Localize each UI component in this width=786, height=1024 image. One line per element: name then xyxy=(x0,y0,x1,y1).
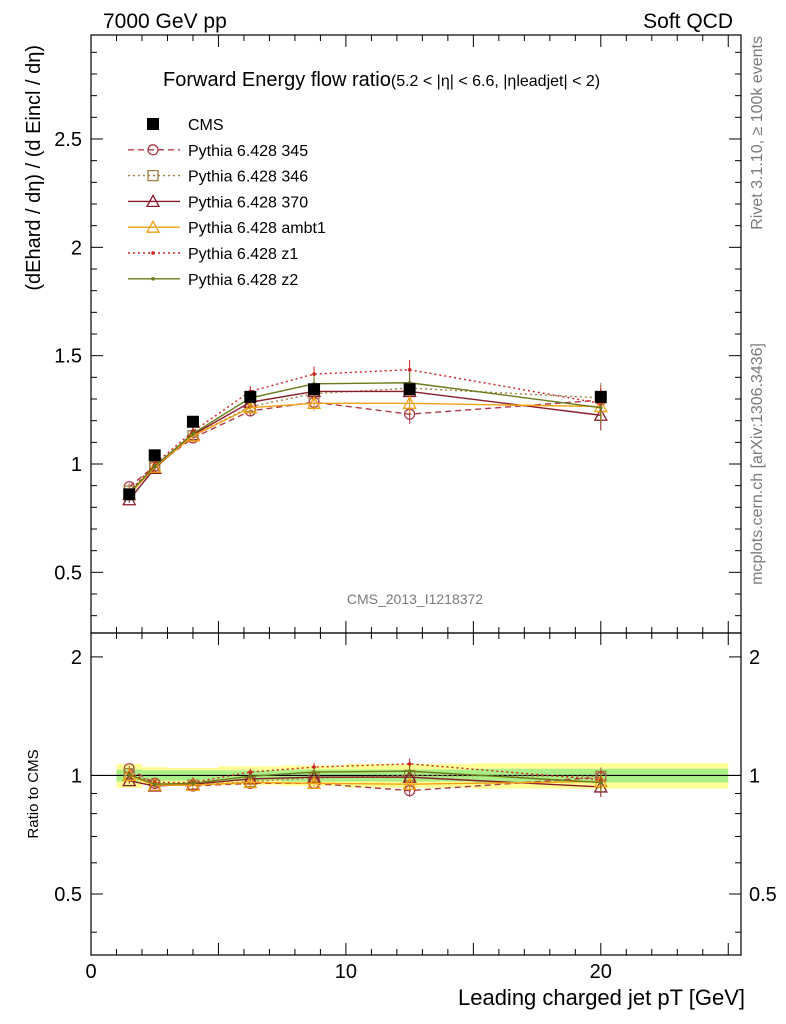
data-point xyxy=(599,405,603,410)
y-axis-label: (dEhard / dη) / (d Eincl / dη) xyxy=(23,45,45,291)
legend-label: CMS xyxy=(188,117,224,134)
ratio-panel-frame xyxy=(90,632,742,956)
ratio-point xyxy=(599,780,603,785)
legend-entry: Pythia 6.428 ambt1 xyxy=(128,219,326,237)
legend-label: Pythia 6.428 370 xyxy=(188,194,308,211)
legend-marker xyxy=(151,251,155,255)
ratio-point xyxy=(243,775,258,789)
chart-title: Forward Energy flow ratio(5.2 < |η| < 6.… xyxy=(163,69,600,91)
series-data xyxy=(123,383,607,501)
legend-marker xyxy=(147,118,159,130)
series-line xyxy=(128,382,601,494)
ratio-tick-label-right: 1 xyxy=(749,765,760,787)
data-point xyxy=(312,372,316,376)
ratio-tick-label-right: 2 xyxy=(749,647,760,669)
data-point xyxy=(191,431,195,436)
data-point xyxy=(123,488,136,501)
data-point xyxy=(407,367,412,372)
ratio-point xyxy=(185,777,201,791)
ratio-series xyxy=(122,758,608,798)
ratio-point xyxy=(122,768,137,782)
ratio-point xyxy=(306,775,322,789)
y-tick-label: 0.5 xyxy=(54,562,82,584)
legend-marker xyxy=(145,219,161,233)
ratio-point xyxy=(407,762,412,766)
legend-marker xyxy=(147,144,159,156)
axis-tick-labels: 0 10 20 0.5 1 1.5 2 2.5 0.5 0.5 1 1 2 2 xyxy=(54,129,777,983)
y-tick-label: 2 xyxy=(71,237,82,259)
legend-label: Pythia 6.428 ambt1 xyxy=(188,220,326,237)
series-2 xyxy=(122,381,608,506)
ratio-tick-label-left: 2 xyxy=(71,647,82,669)
ratio-point xyxy=(127,772,132,777)
chart-title-main: Forward Energy flow ratio xyxy=(163,69,391,91)
legend-label: Pythia 6.428 z2 xyxy=(188,272,298,289)
analysis-watermark: CMS_2013_I1218372 xyxy=(347,591,483,607)
data-point xyxy=(403,383,416,396)
data-point xyxy=(594,390,607,403)
data-point xyxy=(306,395,322,409)
ratio-point xyxy=(402,776,417,790)
ratio-point xyxy=(407,769,412,774)
data-point xyxy=(243,400,258,414)
legend-marker xyxy=(151,277,155,281)
legend-label: Pythia 6.428 345 xyxy=(188,143,308,160)
ratio-y-axis-label: Ratio to CMS xyxy=(25,749,42,838)
data-point xyxy=(148,449,161,462)
y-tick-label: 2.5 xyxy=(54,129,82,151)
ratio-tick-label-left: 1 xyxy=(71,765,82,787)
ratio-point xyxy=(248,770,253,774)
series-line xyxy=(128,402,601,495)
ratio-point xyxy=(312,765,316,769)
legend-entry: Pythia 6.428 345 xyxy=(128,143,308,160)
data-point xyxy=(244,390,257,403)
legend-entry: Pythia 6.428 370 xyxy=(128,194,308,211)
ratio-tick-label-right: 0.5 xyxy=(749,884,777,906)
ratio-point xyxy=(248,774,253,779)
legend-marker xyxy=(147,169,159,182)
side-label-bottom: mcplots.cern.ch [arXiv:1306.3436] xyxy=(749,343,766,585)
ratio-tick-label-left: 0.5 xyxy=(54,884,82,906)
legend-entry: Pythia 6.428 z1 xyxy=(128,246,298,263)
data-point xyxy=(308,383,321,396)
data-point xyxy=(402,395,417,409)
ratio-series-5 xyxy=(127,765,603,793)
side-label-top: Rivet 3.1.10, ≥ 100k events xyxy=(749,36,766,230)
y-tick-label: 1 xyxy=(71,454,82,476)
series-line xyxy=(128,390,601,501)
legend-entry: CMS xyxy=(147,117,224,134)
series-0 xyxy=(123,384,607,493)
legend-entry: Pythia 6.428 346 xyxy=(128,169,308,186)
legend-marker xyxy=(145,194,161,208)
axis-ticks xyxy=(90,35,741,955)
header-right: Soft QCD xyxy=(643,10,733,33)
y-tick-label: 1.5 xyxy=(54,346,82,368)
x-axis-label: Leading charged jet pT [GeV] xyxy=(458,985,745,1010)
chart-title-cut: (5.2 < |η| < 6.6, |ηleadjet| < 2) xyxy=(391,73,600,90)
header-left: 7000 GeV pp xyxy=(103,10,227,33)
ratio-point xyxy=(152,782,157,787)
ratio-point xyxy=(191,781,195,786)
x-tick-label: 20 xyxy=(590,961,612,983)
series-line xyxy=(128,399,601,488)
legend-label: Pythia 6.428 z1 xyxy=(188,246,298,263)
x-tick-label: 0 xyxy=(85,961,96,983)
data-point xyxy=(186,415,199,428)
data-point xyxy=(147,459,162,473)
ratio-point xyxy=(312,770,316,774)
legend-label: Pythia 6.428 346 xyxy=(188,169,308,186)
data-point xyxy=(152,464,157,468)
main-series xyxy=(122,360,608,506)
legend-entry: Pythia 6.428 z2 xyxy=(128,272,298,289)
legend: CMS Pythia 6.428 345 Pythia 6.428 346 Pythi… xyxy=(128,117,326,289)
x-tick-label: 10 xyxy=(335,961,357,983)
